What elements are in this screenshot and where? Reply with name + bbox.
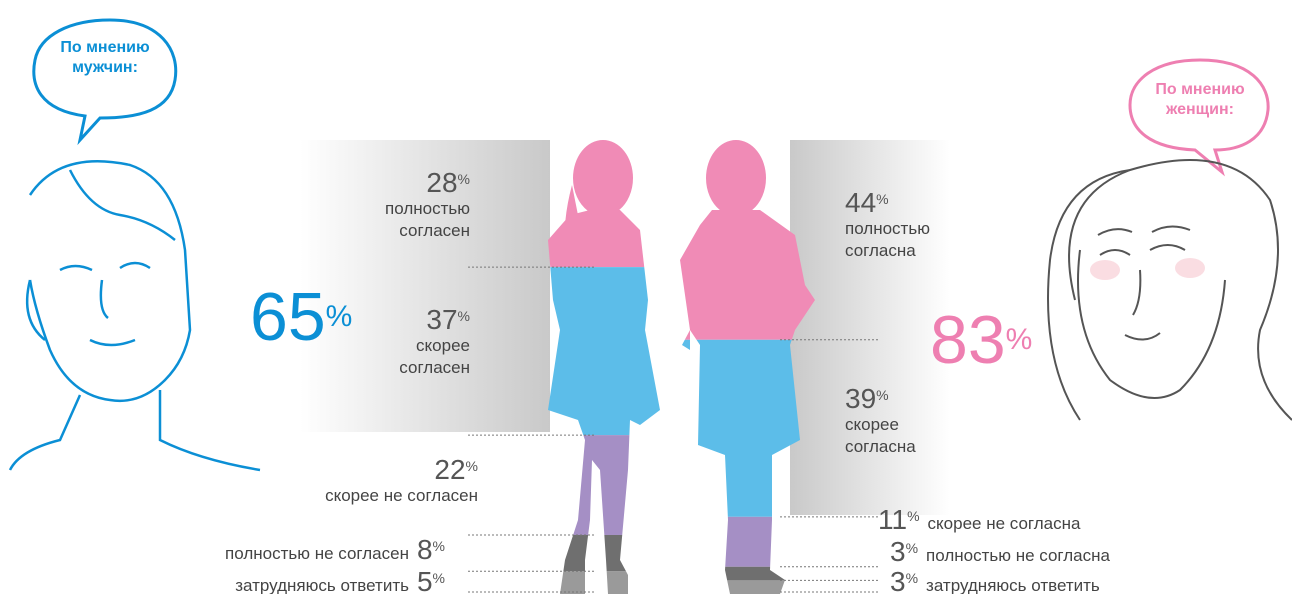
segment xyxy=(675,567,820,581)
segment-label: затрудняюсь ответить 5% xyxy=(235,567,445,594)
category: полностью не согласен xyxy=(225,543,409,565)
value: 37 xyxy=(426,304,457,335)
category: скорее не согласен xyxy=(325,485,478,507)
segment-label: 3% полностью не согласна xyxy=(890,537,1110,567)
segment xyxy=(540,535,665,571)
category: скорее не согласна xyxy=(928,513,1081,535)
percent: 11% xyxy=(878,505,920,535)
value: 5 xyxy=(417,566,433,594)
bubble-text: По мнению мужчин: xyxy=(40,38,170,78)
value: 11 xyxy=(878,504,907,535)
segment-label: 37%скорее согласен xyxy=(360,305,470,379)
unit: % xyxy=(876,191,888,207)
blush xyxy=(1175,258,1205,278)
percent: 22% xyxy=(434,454,478,485)
unit: % xyxy=(907,508,919,524)
unit: % xyxy=(876,387,888,403)
bubble-text: По мнению женщин: xyxy=(1135,80,1265,120)
segment-label: 39%скорее согласна xyxy=(845,384,955,458)
category: скорее согласен xyxy=(360,335,470,379)
unit: % xyxy=(906,540,918,556)
total: 83% xyxy=(930,305,1032,375)
segment xyxy=(540,140,665,267)
value: 8 xyxy=(417,534,433,565)
segment xyxy=(675,580,820,594)
segment xyxy=(540,571,665,594)
segment-label: 11% скорее не согласна xyxy=(878,505,1080,535)
percent: 28% xyxy=(426,167,470,198)
value: 44 xyxy=(845,187,876,218)
percent: 3% xyxy=(890,537,918,567)
percent: 3% xyxy=(890,567,918,594)
unit: % xyxy=(458,171,470,187)
unit: % xyxy=(1006,323,1033,356)
segment-label: 3% затрудняюсь ответить xyxy=(890,567,1100,594)
category: полностью не согласна xyxy=(926,545,1110,567)
category: затрудняюсь ответить xyxy=(926,575,1100,594)
category: полностью согласна xyxy=(845,218,955,262)
segment-label: 28%полностью согласен xyxy=(360,168,470,242)
segment xyxy=(540,267,665,435)
percent: 37% xyxy=(426,304,470,335)
unit: % xyxy=(906,570,918,586)
unit: % xyxy=(458,308,470,324)
value: 22 xyxy=(434,454,465,485)
figure xyxy=(540,140,665,594)
segment xyxy=(675,517,820,567)
percent: 8% xyxy=(417,535,445,565)
unit: % xyxy=(433,570,445,586)
value: 3 xyxy=(890,566,906,594)
total-value: 83 xyxy=(930,302,1006,378)
unit: % xyxy=(433,538,445,554)
percent: 5% xyxy=(417,567,445,594)
total: 65% xyxy=(250,282,352,352)
percent: 44% xyxy=(845,187,889,218)
total-value: 65 xyxy=(250,279,326,355)
value: 39 xyxy=(845,383,876,414)
unit: % xyxy=(466,458,478,474)
percent: 39% xyxy=(845,383,889,414)
segment xyxy=(540,435,665,535)
category: скорее согласна xyxy=(845,414,955,458)
blush xyxy=(1090,260,1120,280)
category: затрудняюсь ответить xyxy=(235,575,409,594)
woman-face xyxy=(1048,160,1292,420)
category: полностью согласен xyxy=(360,198,470,242)
value: 3 xyxy=(890,536,906,567)
unit: % xyxy=(326,300,353,333)
segment-label: 44%полностью согласна xyxy=(845,188,955,262)
segment-label: полностью не согласен 8% xyxy=(225,535,445,565)
value: 28 xyxy=(426,167,457,198)
segment-label: 22%скорее не согласен xyxy=(325,455,478,507)
infographic: 28%полностью согласен37%скорее согласен2… xyxy=(0,0,1292,594)
figures xyxy=(0,0,1292,594)
man-face xyxy=(10,161,260,470)
